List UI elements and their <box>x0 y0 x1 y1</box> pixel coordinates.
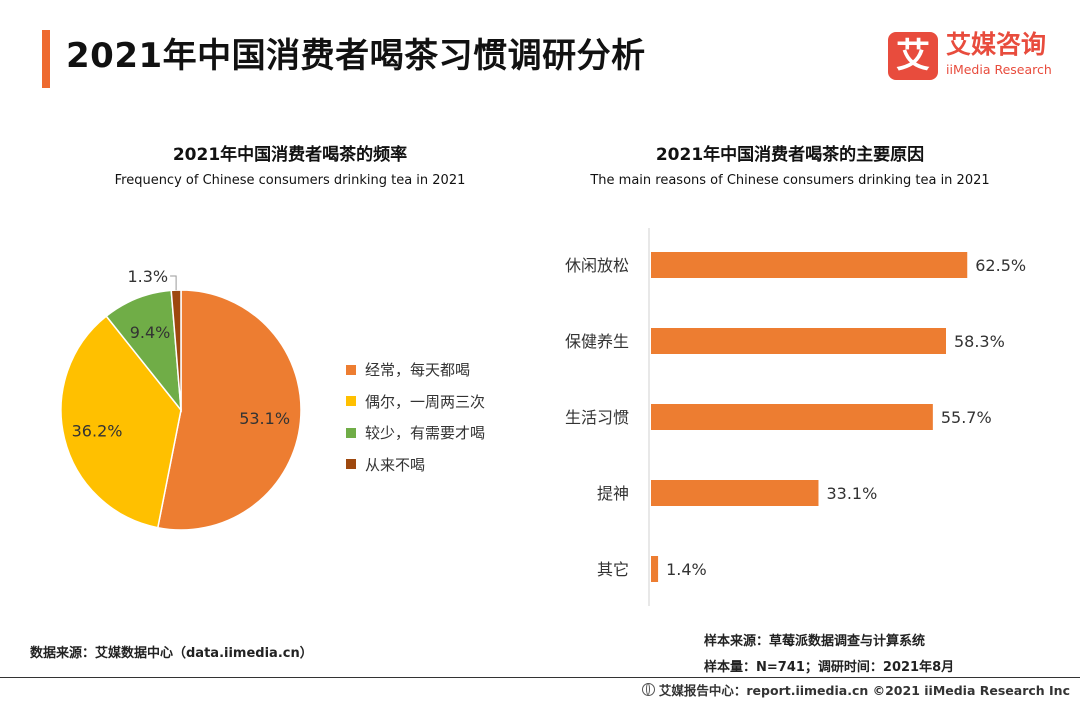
footer-divider <box>0 677 1080 678</box>
bar-value-label-1: 58.3% <box>954 332 1005 351</box>
logo-mark-icon: 艾 <box>888 32 938 80</box>
bar-value-label-2: 55.7% <box>941 408 992 427</box>
bar-category-label-1: 保健养生 <box>565 332 629 351</box>
bar-category-label-0: 休闲放松 <box>565 256 629 275</box>
sample-source: 样本来源：草莓派数据调查与计算系统 <box>704 634 926 649</box>
pie-label-0: 53.1% <box>239 409 290 428</box>
legend-label-2: 较少，有需要才喝 <box>365 424 486 443</box>
legend-swatch-3 <box>346 459 356 470</box>
bar-category-label-3: 提神 <box>597 484 629 503</box>
pie-slice-1 <box>60 315 182 529</box>
legend-label-3: 从来不喝 <box>365 455 426 474</box>
pie-slice-3 <box>170 289 182 411</box>
page-title: 2021年中国消费者喝茶习惯调研分析 <box>66 36 646 76</box>
title-accent-bar <box>42 30 50 88</box>
bar-0 <box>651 252 968 278</box>
bar-3 <box>651 480 819 506</box>
bar-chart: 休闲放松 62.5% 保健养生 58.3% 生活习惯 55.7% 提神 33.1% 其它 1.4% <box>565 228 1026 606</box>
bar-chart-subtitle: The main reasons of Chinese consumers dr… <box>590 173 990 188</box>
sample-size: 样本量：N=741；调研时间：2021年8月 <box>704 660 955 675</box>
data-source: 数据来源：艾媒数据中心（data.iimedia.cn） <box>30 646 313 661</box>
pie-chart-title: 2021年中国消费者喝茶的频率 <box>172 145 408 165</box>
footer-copyright: 艾媒报告中心：report.iimedia.cn ©2021 iiMedia R… <box>641 680 1070 699</box>
legend-item-3: 从来不喝 <box>346 449 485 481</box>
iimedia-logo: 艾 艾媒咨询 iiMedia Research <box>888 30 1060 82</box>
pie-label-2: 9.4% <box>130 323 171 342</box>
bar-4 <box>651 556 659 582</box>
pie-label-1: 36.2% <box>72 421 123 440</box>
legend-label-0: 经常，每天都喝 <box>365 361 471 380</box>
bar-2 <box>651 404 933 430</box>
bar-1 <box>651 328 946 354</box>
bar-category-label-4: 其它 <box>597 560 629 579</box>
pie-chart: 53.1% 36.2% 9.4% 1.3% <box>60 267 302 531</box>
logo-cn-text: 艾媒咨询 <box>946 30 1047 59</box>
copyright-text: 艾媒报告中心：report.iimedia.cn ©2021 iiMedia R… <box>658 683 1070 698</box>
legend-item-1: 偶尔，一周两三次 <box>346 386 485 418</box>
pie-leader-line-3 <box>170 275 177 291</box>
legend-swatch-1 <box>346 396 356 407</box>
logo-en-text: iiMedia Research <box>946 62 1052 77</box>
legend-swatch-2 <box>346 427 356 438</box>
bar-value-label-3: 33.1% <box>826 484 877 503</box>
pie-slice-0 <box>156 289 302 531</box>
pie-label-3: 1.3% <box>127 267 168 286</box>
legend-item-0: 经常，每天都喝 <box>346 354 485 386</box>
legend-label-1: 偶尔，一周两三次 <box>365 392 486 411</box>
bar-value-label-4: 1.4% <box>666 560 707 579</box>
bar-value-label-0: 62.5% <box>975 256 1026 275</box>
pie-chart-subtitle: Frequency of Chinese consumers drinking … <box>114 173 466 188</box>
bar-category-label-2: 生活习惯 <box>565 408 629 427</box>
globe-icon <box>641 683 655 696</box>
bar-chart-title: 2021年中国消费者喝茶的主要原因 <box>655 145 925 165</box>
legend-swatch-0 <box>346 364 356 375</box>
pie-legend: 经常，每天都喝 偶尔，一周两三次 较少，有需要才喝 从来不喝 <box>346 354 485 480</box>
legend-item-2: 较少，有需要才喝 <box>346 417 485 449</box>
